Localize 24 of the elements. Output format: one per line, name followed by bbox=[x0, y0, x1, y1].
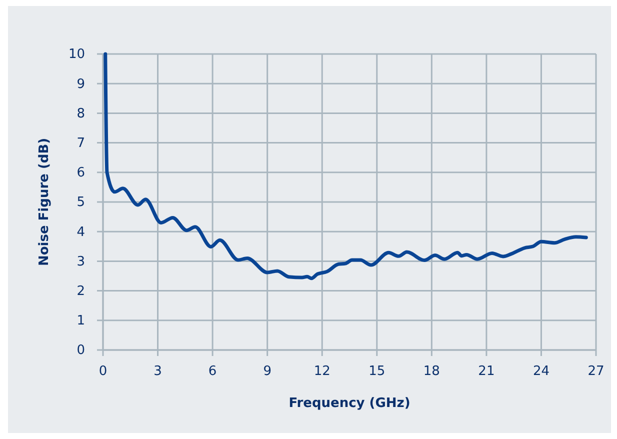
x-tick-label: 6 bbox=[208, 364, 217, 380]
x-tick-label: 15 bbox=[368, 364, 386, 380]
x-tick-label: 0 bbox=[98, 364, 108, 380]
y-tick-label: 5 bbox=[76, 195, 85, 210]
x-tick-label: 3 bbox=[154, 364, 162, 380]
y-tick-label: 0 bbox=[76, 343, 85, 358]
x-tick-label: 21 bbox=[478, 364, 495, 380]
line-series bbox=[104, 52, 588, 280]
y-tick-label: 4 bbox=[76, 224, 85, 240]
y-tick-label: 2 bbox=[76, 284, 85, 299]
x-tick-label: 12 bbox=[314, 364, 330, 380]
x-tick-label: 27 bbox=[588, 364, 604, 380]
x-tick-label: 18 bbox=[423, 364, 440, 380]
x-tick-label: 24 bbox=[532, 364, 550, 380]
y-tick-label: 6 bbox=[76, 166, 85, 181]
y-tick-label: 10 bbox=[68, 47, 85, 62]
x-tick-label: 9 bbox=[263, 364, 272, 380]
y-tick-label: 1 bbox=[76, 314, 85, 329]
x-axis-title: Frequency (GHz) bbox=[288, 396, 410, 411]
y-tick-label: 8 bbox=[76, 106, 85, 122]
y-tick-label: 9 bbox=[76, 76, 85, 92]
y-tick-label: 7 bbox=[76, 136, 85, 151]
y-tick-label: 3 bbox=[76, 254, 85, 270]
y-axis-title: Noise Figure (dB) bbox=[37, 138, 52, 266]
